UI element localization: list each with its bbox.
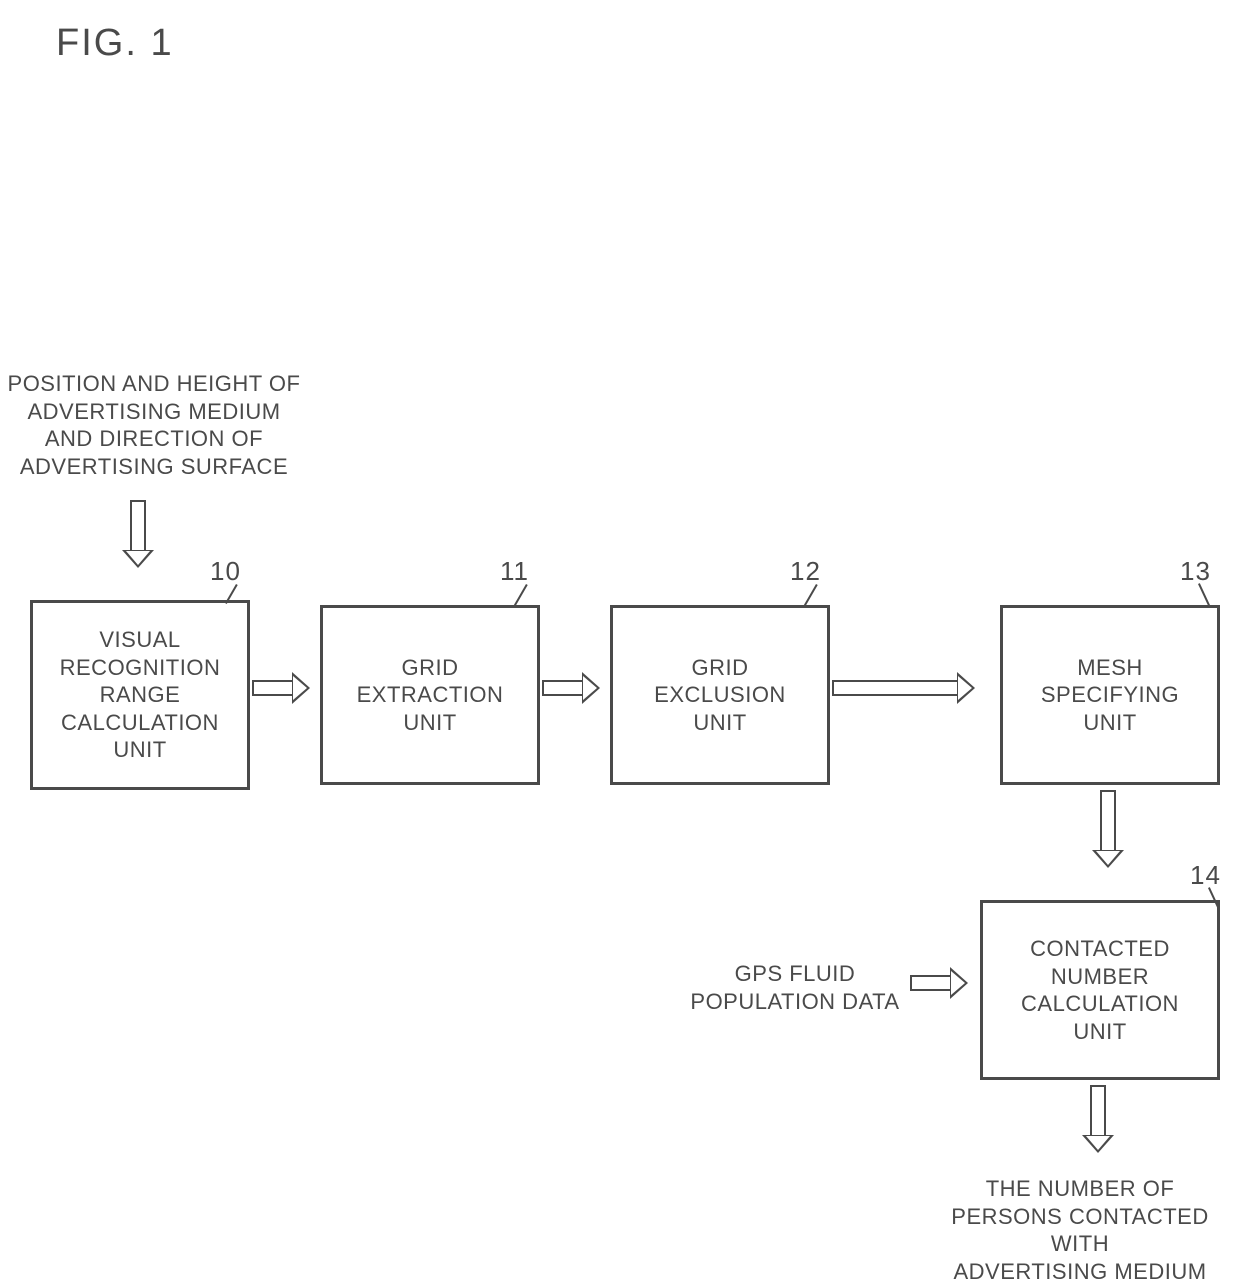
ref-number-11: 11 [500, 556, 529, 587]
input-label-top: POSITION AND HEIGHT OF ADVERTISING MEDIU… [4, 370, 304, 480]
node-visual-recognition-range-calculation-unit: VISUAL RECOGNITION RANGE CALCULATION UNI… [30, 600, 250, 790]
ref-number-13: 13 [1180, 556, 1211, 587]
ref-tick [513, 584, 528, 608]
figure-title: FIG. 1 [56, 22, 174, 65]
node-mesh-specifying-unit: MESH SPECIFYING UNIT [1000, 605, 1220, 785]
node-label: VISUAL RECOGNITION RANGE CALCULATION UNI… [60, 626, 221, 764]
output-label: THE NUMBER OF PERSONS CONTACTED WITH ADV… [920, 1175, 1240, 1285]
node-grid-extraction-unit: GRID EXTRACTION UNIT [320, 605, 540, 785]
ref-number-10: 10 [210, 556, 241, 587]
ref-number-14: 14 [1190, 860, 1221, 891]
node-label: MESH SPECIFYING UNIT [1041, 654, 1179, 737]
input-label-gps: GPS FLUID POPULATION DATA [680, 960, 910, 1015]
ref-tick [803, 584, 818, 608]
node-contacted-number-calculation-unit: CONTACTED NUMBER CALCULATION UNIT [980, 900, 1220, 1080]
ref-number-12: 12 [790, 556, 821, 587]
node-label: GRID EXCLUSION UNIT [654, 654, 786, 737]
node-grid-exclusion-unit: GRID EXCLUSION UNIT [610, 605, 830, 785]
node-label: GRID EXTRACTION UNIT [357, 654, 504, 737]
node-label: CONTACTED NUMBER CALCULATION UNIT [1021, 935, 1179, 1045]
